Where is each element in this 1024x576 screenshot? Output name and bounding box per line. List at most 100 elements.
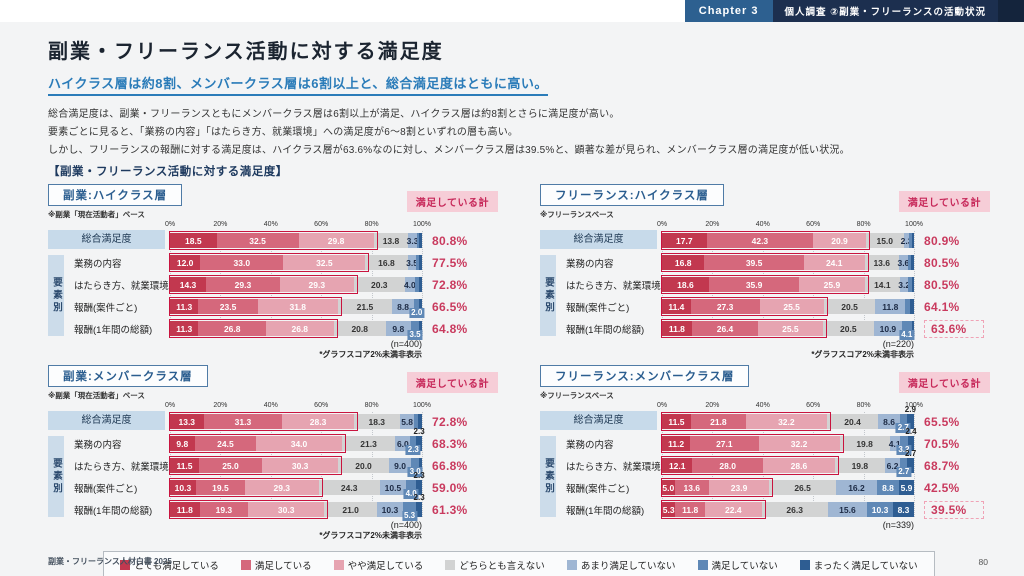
chart-row: 報酬(案件ごと) 11.3 23.5 31.8 21.5 8.8 2.0 66.5% [48,297,498,318]
chart-row: はたらき方、就業環境 12.1 28.0 28.6 19.8 6.2 2.7 2.7 68.7% [540,449,990,477]
row-total-value: 42.5% [924,480,960,495]
bar-stack: 9.8 24.5 34.0 21.3 6.0 2.3 2.3 [169,427,425,455]
segment-value: 18.5 [185,235,202,246]
bar-segment [414,277,419,292]
segment-value: 18.3 [368,416,386,427]
axis-row: 0% 20% 40% 60% 80% 100% [540,401,990,411]
row-total-value: 64.8% [432,321,468,336]
row-total: 59.0% [422,480,498,495]
bar-segment: 19.8 [839,436,890,451]
footer-document-title: 副業・フリーランス人材白書 2025 [48,557,172,566]
axis-tick-label: 60% [314,221,329,228]
chart-row: 報酬(1年間の総額) 11.8 26.4 25.5 20.5 10.9 4.1 63.6% [540,319,990,340]
axis-tick-label: 40% [755,402,770,409]
bar-segment [911,255,914,270]
segment-value: 2.3 [900,235,913,246]
bar-segment: 12.0 [170,255,201,270]
bar-segment: 15.0 [865,233,904,248]
bar-segment: 25.0 [198,458,262,473]
row-total: 72.8% [422,414,498,429]
chart-row: 報酬(1年間の総額) 11.8 19.3 30.3 21.0 10.3 5.3 2.3 61.3… [48,493,498,521]
row-total-value: 68.7% [924,458,960,473]
bar-segment: 20.5 [822,321,875,336]
bar-stack: 14.3 29.3 29.3 20.3 4.0 [169,275,422,294]
grid-line [422,231,423,336]
row-label-text: 報酬(1年間の総額) [74,324,153,336]
chart-row: はたらき方、就業環境 11.5 25.0 30.3 20.0 9.0 3.0 66.8% [48,456,498,477]
bar-segment: 32.5 [216,233,299,248]
row-total-value: 72.8% [432,277,468,292]
chart-row: 業務の内容 12.0 33.0 32.5 16.8 3.5 77.5% [48,253,498,272]
factor-axis-strip: 要素別 [540,255,556,336]
segment-value: 26.3 [786,504,803,515]
bar-segment [911,233,914,248]
segment-value: 11.8 [682,504,699,515]
bar-segment: 11.8 [675,502,706,517]
grid-line [914,412,915,517]
axis-tick-label: 60% [314,402,329,409]
axis-tick-label: 0% [656,402,668,409]
row-total-value: 63.6% [924,319,984,338]
bar-segment: 12.1 [662,458,693,473]
segment-value: 26.8 [223,323,241,334]
page-title: 副業・フリーランス活動に対する満足度 [48,41,444,63]
panel-footer: (n=400) *グラフスコア2%未満非表示 [48,339,422,360]
row-total-value: 77.5% [432,255,468,270]
sample-size: (n=400) [390,339,422,349]
segment-value: 11.8 [668,323,685,334]
bar-segment: 16.8 [662,255,705,270]
bar-stack: 11.5 25.0 30.3 20.0 9.0 3.0 [169,456,423,477]
bar-segment [908,277,912,292]
axis-tick-label: 40% [755,221,770,228]
bar-segment: 25.5 [759,299,824,314]
bar-segment [907,255,912,270]
body-line: 総合満足度は、副業・フリーランスともにメンバークラス層は6割以上が満足、ハイクラ… [48,109,620,120]
row-label: 業務の内容 [48,255,170,270]
segment-value: 16.2 [848,482,865,493]
lead-statement: ハイクラス層は約8割、メンバークラス層は6割以上と、総合満足度はともに高い。 [48,73,548,96]
bar-segment: 29.3 [244,480,319,495]
grid-line [914,231,915,336]
segment-value: 6.2 [886,460,899,471]
row-total: 70.5% [914,436,990,451]
bar-segment: 34.0 [256,436,342,451]
segment-value: 14.3 [179,279,197,290]
segment-value: 19.5 [212,482,229,493]
bar-segment: 10.9 [874,321,902,336]
panel-header: フリーランス:メンバークラス層 満足している計 [540,365,990,393]
segment-value: 21.5 [356,301,374,312]
row-label: 報酬(案件ごと) [48,299,170,314]
segment-value: 24.1 [825,257,843,268]
bar-segment: 24.5 [194,436,257,451]
segment-value-outside: 4.0 [403,489,419,499]
body-text: 総合満足度は、副業・フリーランスともにメンバークラス層は6割以上が満足、ハイクラ… [48,105,990,156]
panel-sidejob-memberclass: 副業:メンバークラス層 満足している計 ※副業「現在活動者」ベース 0% 20% 4… [48,365,498,541]
segment-value: 28.3 [309,416,327,427]
segment-value: 11.3 [176,301,193,312]
panel-footer: (n=339) [540,520,914,530]
row-total-value: 80.9% [924,233,960,248]
bar-segment: 35.9 [708,277,800,292]
axis-tick-label: 40% [263,221,278,228]
row-label: 業務の内容 [540,436,662,451]
legend-color-chip [333,560,344,570]
row-label: 報酬(案件ごと) [540,299,662,314]
bar-segment [907,436,914,451]
segment-value-outside: 3.2 [896,445,912,455]
bar-segment: 5.3 [662,502,676,517]
panel-base-note: ※副業「現在活動者」ベース [48,210,145,219]
segment-value: 33.0 [233,257,251,268]
segment-value: 25.5 [782,323,799,334]
bar-segment: 20.3 [353,277,405,292]
bar-segment [419,299,422,314]
bar-segment: 24.1 [803,255,865,270]
segment-value: 19.8 [851,460,869,471]
row-label: はたらき方、就業環境 [48,458,170,473]
axis-tick-label: 0% [164,221,176,228]
axis-tick-label: 60% [806,402,821,409]
bar-segment: 31.3 [203,414,283,429]
bar-stack: 16.8 39.5 24.1 13.6 3.6 [661,253,914,272]
panel-footnote: *グラフスコア2%未満非表示 [319,350,422,359]
legend-label: 満足していない [711,561,778,572]
satisfied-total-chip: 満足している計 [406,191,498,212]
